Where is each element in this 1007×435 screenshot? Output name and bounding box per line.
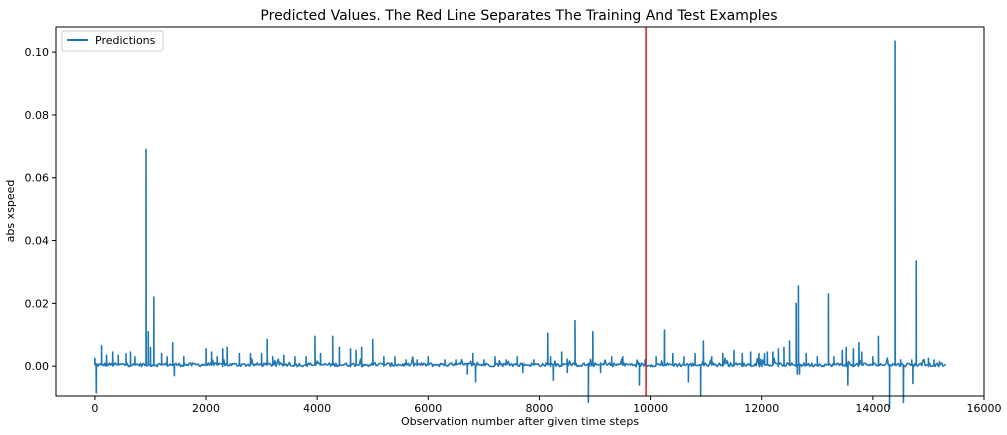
x-tick-label: 12000 bbox=[744, 402, 779, 415]
x-tick-label: 10000 bbox=[633, 402, 668, 415]
plot-border bbox=[55, 26, 985, 397]
y-axis: 0.00 0.02 0.04 0.06 0.08 0.10 bbox=[25, 46, 56, 373]
y-tick-label: 0.04 bbox=[25, 235, 50, 248]
y-tick-label: 0.06 bbox=[25, 172, 50, 185]
x-tick-label: 2000 bbox=[192, 402, 220, 415]
series-line-predictions bbox=[93, 40, 946, 410]
y-tick-label: 0.08 bbox=[25, 109, 50, 122]
x-tick-label: 6000 bbox=[414, 402, 442, 415]
legend: Predictions bbox=[61, 30, 164, 52]
x-tick-label: 0 bbox=[91, 402, 98, 415]
x-tick-label: 14000 bbox=[855, 402, 890, 415]
x-tick-label: 16000 bbox=[967, 402, 1002, 415]
y-tick-label: 0.10 bbox=[25, 46, 50, 59]
chart-title: Predicted Values. The Red Line Separates… bbox=[260, 8, 777, 24]
y-axis-title: abs xspeed bbox=[4, 180, 17, 243]
series-layer bbox=[93, 40, 946, 410]
legend-label-predictions: Predictions bbox=[95, 34, 156, 47]
x-tick-label: 4000 bbox=[303, 402, 331, 415]
x-axis-title: Observation number after given time step… bbox=[401, 415, 639, 428]
x-axis: 0 2000 4000 6000 8000 10000 12000 14000 16000 bbox=[91, 396, 1002, 415]
plot-area bbox=[56, 27, 984, 396]
legend-box bbox=[61, 30, 164, 52]
y-tick-label: 0.02 bbox=[25, 297, 50, 310]
x-tick-label: 8000 bbox=[525, 402, 553, 415]
y-tick-label: 0.00 bbox=[25, 360, 50, 373]
